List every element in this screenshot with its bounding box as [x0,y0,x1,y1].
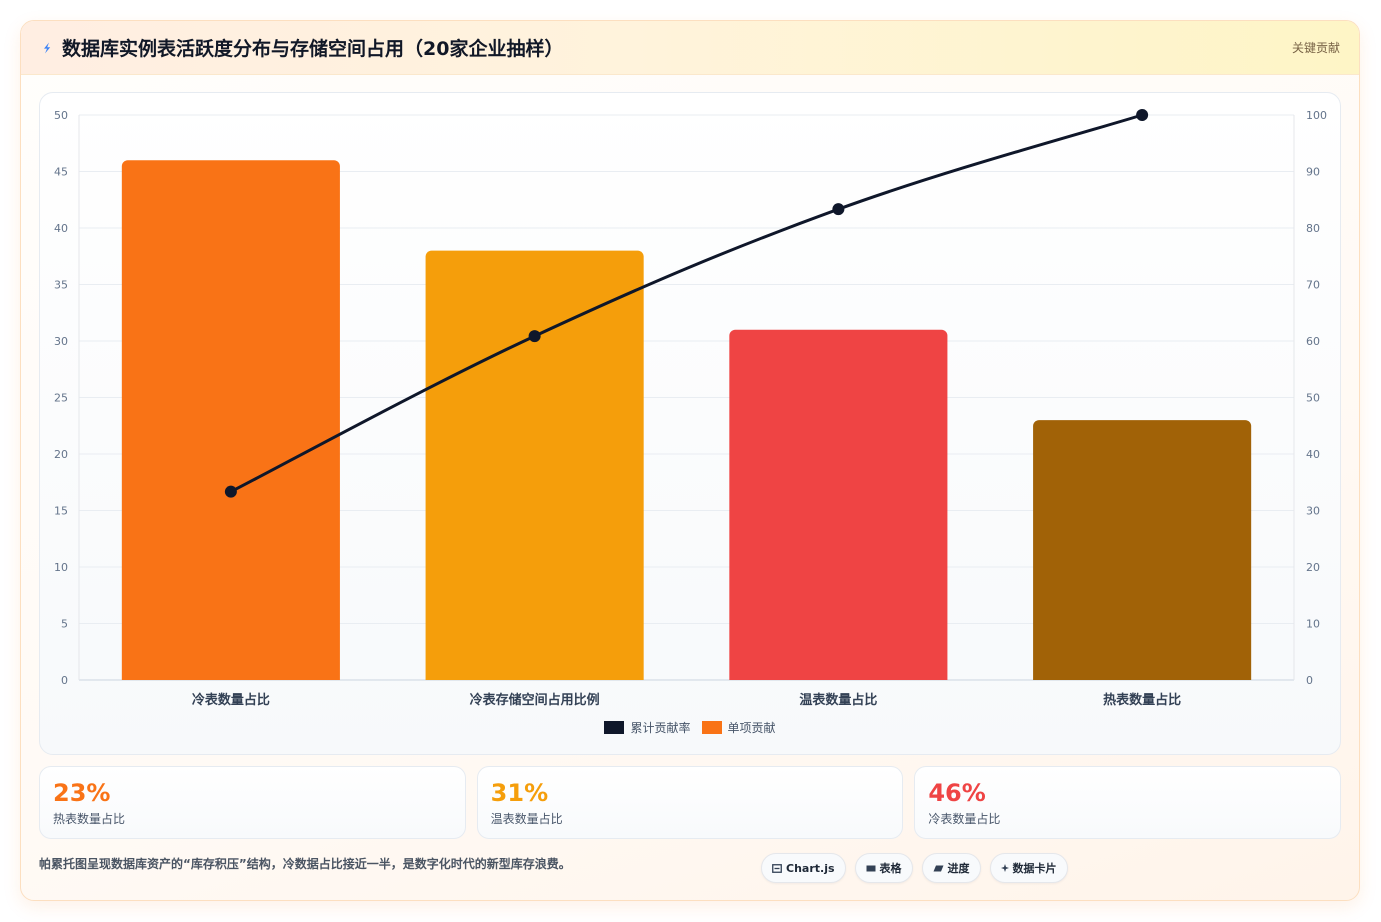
chart-icon [772,863,782,873]
tag-label: Chart.js [786,861,835,875]
x-tick-label-3: 温表数量占比 [799,692,877,708]
card-header: 数据库实例表活跃度分布与存储空间占用（20家企业抽样） 关键贡献 [21,21,1359,75]
stat-label: 冷表数量占比 [928,812,1001,826]
x-tick-label-2: 冷表存储空间占用比例 [470,692,600,708]
stat-card-warm: 31% 温表数量占比 [476,766,904,839]
y-tick-label-left: 30 [54,335,68,348]
bar-2 [425,250,644,680]
legend-label-cumulative: 累计贡献率 [630,721,691,735]
pareto-chart: 0 5 10 15 20 25 30 35 40 45 50 0 10 20 30 40 50 60 70 80 90 1… [54,109,1327,708]
title-group: 数据库实例表活跃度分布与存储空间占用（20家企业抽样） [41,34,563,61]
y-tick-label-right: 100 [1306,109,1327,122]
stat-value: 46% [928,779,986,807]
tag-label: 进度 [947,862,970,875]
y-tick-label-left: 45 [54,166,68,179]
y-tick-label-left: 40 [54,222,68,235]
y-tick-label-right: 0 [1306,674,1313,687]
y-tick-label-left: 0 [61,674,68,687]
tech-tags: Chart.js 表格 进度 数据卡片 [761,853,1068,883]
progress-icon [933,865,944,871]
stat-value: 31% [490,779,549,807]
x-tick-label-4: 热表数量占比 [1103,692,1181,708]
stat-cards: 23% 热表数量占比 31% 温表数量占比 46% 冷表数量占比 [39,766,1342,839]
y-tick-label-right: 60 [1306,335,1320,348]
cumulative-point-4 [1136,109,1149,121]
y-tick-label-left: 50 [54,109,68,122]
y-tick-label-right: 90 [1306,166,1320,179]
chart-container: 0 5 10 15 20 25 30 35 40 45 50 0 10 20 30 40 50 60 70 80 90 1… [39,92,1341,755]
y-tick-label-left: 35 [54,279,68,292]
legend-swatch-single [701,721,722,734]
stat-value: 23% [53,779,111,807]
stat-label: 热表数量占比 [53,812,126,826]
sparkle-icon [1000,864,1009,872]
bar-3 [729,329,948,680]
y-tick-label-left: 10 [54,561,68,574]
y-tick-label-left: 5 [61,618,68,631]
chart-card: 数据库实例表活跃度分布与存储空间占用（20家企业抽样） 关键贡献 0 5 10 15 2… [20,20,1360,901]
legend-item-cumulative[interactable]: 累计贡献率 [604,719,691,736]
tag-label: 表格 [879,862,902,875]
y-tick-label-right: 80 [1306,222,1320,235]
tag-label: 数据卡片 [1012,862,1057,875]
stat-card-hot: 23% 热表数量占比 [39,766,466,839]
bar-1 [121,160,340,680]
stat-label: 温表数量占比 [490,812,563,826]
tag-progress: 进度 [921,853,981,883]
y-tick-label-left: 20 [54,448,68,461]
y-tick-label-right: 70 [1306,279,1320,292]
y-tick-label-left: 15 [54,505,68,518]
legend-item-single[interactable]: 单项贡献 [701,719,776,736]
y-tick-label-right: 30 [1306,505,1320,518]
x-tick-label-1: 冷表数量占比 [192,692,270,708]
y-tick-label-right: 40 [1306,448,1320,461]
chart-title: 数据库实例表活跃度分布与存储空间占用（20家企业抽样） [62,38,564,60]
y-tick-label-right: 20 [1306,561,1320,574]
legend-swatch-cumulative [604,721,625,734]
table-icon [866,865,876,871]
bar-4 [1033,420,1252,680]
tag-table: 表格 [854,853,913,883]
key-contribution-badge: 关键贡献 [1291,41,1340,55]
cumulative-line [229,113,1144,494]
tag-data-card: 数据卡片 [989,853,1068,883]
cumulative-point-1 [224,485,237,498]
y-tick-label-right: 50 [1306,392,1320,405]
stat-card-cold: 46% 冷表数量占比 [914,766,1342,839]
cumulative-point-2 [528,330,541,343]
legend-label-single: 单项贡献 [727,721,776,735]
lightning-icon [41,42,53,54]
footer-note: 帕累托图呈现数据库资产的“库存积压”结构，冷数据占比接近一半，是数字化时代的新型… [39,857,571,871]
tag-chartjs: Chart.js [761,853,846,883]
y-tick-label-left: 25 [54,392,68,405]
y-tick-label-right: 10 [1306,618,1320,631]
cumulative-point-3 [832,203,845,216]
chart-legend: 累计贡献率 单项贡献 [40,719,1340,736]
